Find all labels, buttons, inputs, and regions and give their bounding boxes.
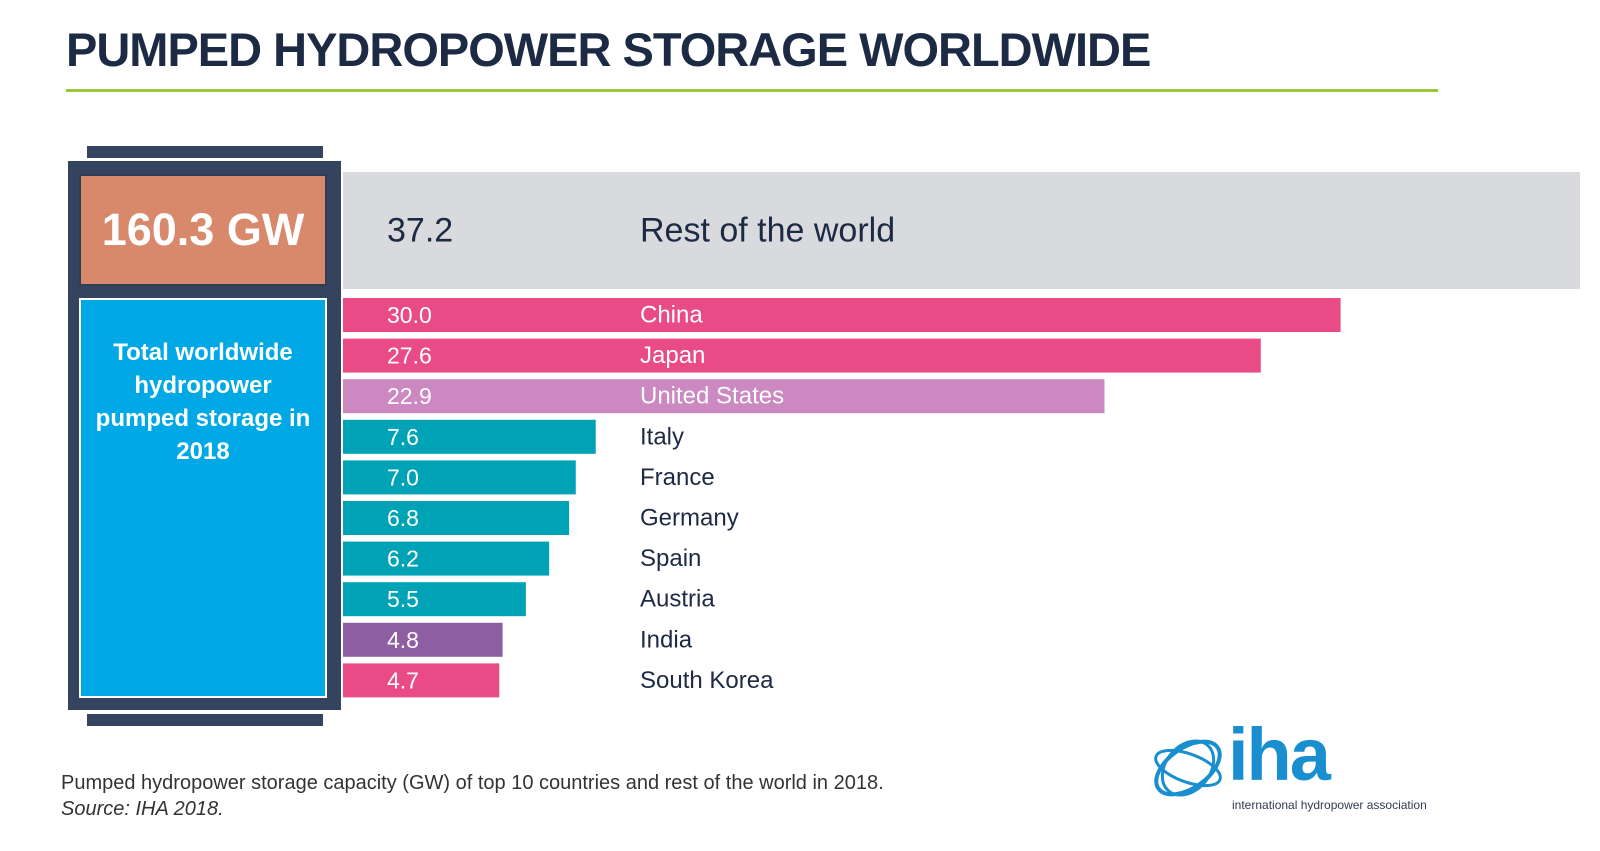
total-description-box: Total worldwide hydropower pumped storag…: [79, 298, 327, 698]
category-label-germany: Germany: [640, 505, 739, 532]
caption-source: Source: IHA 2018.: [61, 798, 224, 820]
category-label-united-states: United States: [640, 383, 784, 410]
bar-austria: [343, 582, 526, 617]
bar-japan: [343, 338, 1261, 373]
value-label-rest-of-the-world: 37.2: [387, 212, 453, 250]
category-label-rest-of-the-world: Rest of the world: [640, 212, 895, 250]
category-label-austria: Austria: [640, 586, 715, 613]
bar-rest-of-the-world: [343, 172, 1580, 289]
page-title: PUMPED HYDROPOWER STORAGE WORLDWIDE: [66, 23, 1151, 76]
value-label-germany: 6.8: [387, 505, 419, 531]
category-label-south-korea: South Korea: [640, 667, 774, 694]
globe-swirl-icon: [1154, 739, 1222, 797]
bar-spain: [343, 541, 550, 576]
value-label-south-korea: 4.7: [387, 667, 419, 693]
category-label-india: India: [640, 626, 693, 653]
category-label-japan: Japan: [640, 342, 705, 369]
bar-germany: [343, 501, 570, 535]
category-label-china: China: [640, 302, 703, 329]
value-label-spain: 6.2: [387, 546, 419, 572]
total-description: Total worldwide hydropower pumped storag…: [95, 339, 311, 465]
bar-china: [343, 298, 1341, 332]
category-label-italy: Italy: [640, 423, 684, 450]
value-label-italy: 7.6: [387, 424, 419, 450]
logo-wordmark: iha: [1228, 713, 1331, 796]
value-label-france: 7.0: [387, 464, 419, 490]
category-label-france: France: [640, 464, 715, 491]
value-label-austria: 5.5: [387, 586, 419, 612]
bar-italy: [343, 419, 596, 454]
total-capacity-value: 160.3 GW: [101, 204, 305, 255]
value-label-japan: 27.6: [387, 343, 432, 369]
value-label-china: 30.0: [387, 302, 432, 328]
battery-cap-top: [87, 146, 323, 158]
caption-text: Pumped hydropower storage capacity (GW) …: [61, 772, 884, 794]
bar-united-states: [343, 379, 1105, 414]
bar-south-korea: [343, 663, 500, 698]
title-divider: [66, 89, 1438, 92]
logo-tagline: international hydropower association: [1232, 798, 1427, 812]
chart-caption: Pumped hydropower storage capacity (GW) …: [61, 770, 884, 822]
value-label-india: 4.8: [387, 627, 419, 653]
bar-india: [343, 622, 503, 657]
bar-france: [343, 460, 576, 495]
category-label-spain: Spain: [640, 545, 701, 572]
battery-cap-bottom: [87, 714, 323, 726]
iha-logo: iha international hydropower association: [1148, 713, 1438, 816]
total-capacity-box: 160.3 GW: [79, 174, 327, 286]
value-label-united-states: 22.9: [387, 383, 432, 409]
